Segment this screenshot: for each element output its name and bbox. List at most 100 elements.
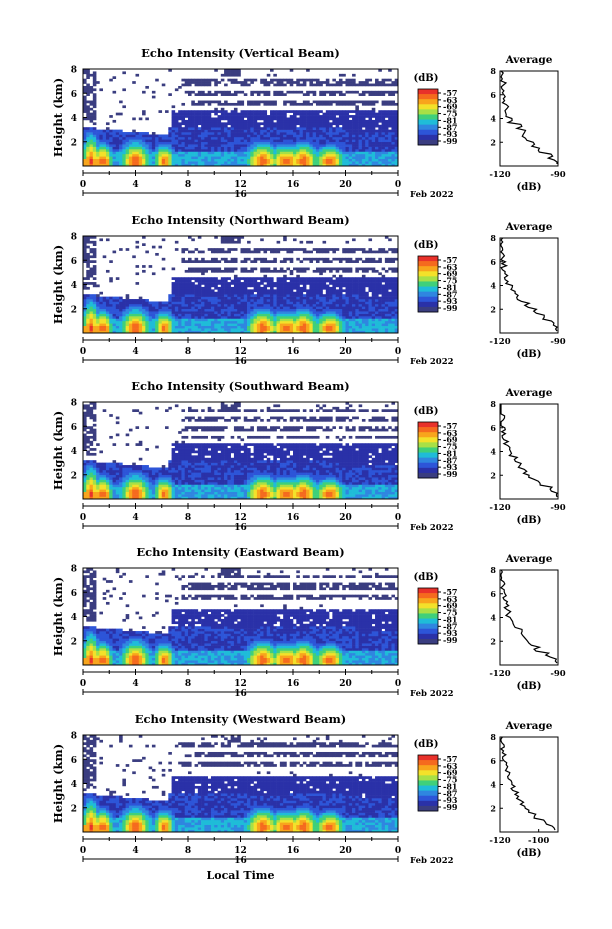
heatmap-cell <box>345 313 350 317</box>
heatmap-cell <box>224 146 228 150</box>
heatmap-cell <box>348 132 353 135</box>
heatmap-cell <box>325 267 330 271</box>
heatmap-cell <box>184 158 189 162</box>
heatmap-cell <box>188 303 192 307</box>
heatmap-cell <box>174 320 179 324</box>
heatmap-cell <box>355 115 359 118</box>
average-profile-line <box>500 70 558 164</box>
heatmap-cell <box>92 129 97 133</box>
heatmap-cell <box>83 132 87 135</box>
heatmap-cell <box>279 134 284 138</box>
heatmap-cell <box>89 260 94 263</box>
panel-1: Echo Intensity (Vertical Beam)2468Height… <box>51 46 566 200</box>
heatmap-cell <box>270 156 274 160</box>
heatmap-cell <box>89 282 94 285</box>
heatmap-cell <box>355 320 359 324</box>
heatmap-cell <box>227 132 231 135</box>
heatmap-cell <box>188 146 192 150</box>
heatmap-cell <box>250 291 254 295</box>
heatmap-cell <box>125 330 130 334</box>
heatmap-cell <box>315 279 320 283</box>
heatmap-cell <box>368 161 373 164</box>
heatmap-cell <box>368 248 373 251</box>
heatmap-cell <box>128 146 133 150</box>
heatmap-cell <box>171 146 176 150</box>
heatmap-cell <box>371 139 376 143</box>
heatmap-cell <box>83 161 87 164</box>
heatmap-cell <box>227 119 231 123</box>
heatmap-cell <box>158 330 163 334</box>
heatmap-cell <box>122 325 126 329</box>
heatmap-cell <box>207 158 212 162</box>
heatmap-cell <box>296 308 300 312</box>
heatmap-cell <box>368 124 373 128</box>
heatmap-cell <box>319 279 323 283</box>
heatmap-cell <box>296 313 300 317</box>
heatmap-cell <box>194 296 199 300</box>
heatmap-cell <box>289 303 294 307</box>
heatmap-cell <box>188 277 192 280</box>
heatmap-cell <box>368 134 373 138</box>
heatmap-cell <box>86 100 90 104</box>
heatmap-cell <box>135 240 140 244</box>
heatmap-cell <box>105 127 110 130</box>
heatmap-cell <box>161 320 166 324</box>
heatmap-cell <box>296 129 300 133</box>
heatmap-cell <box>191 163 195 167</box>
heatmap-cell <box>325 294 330 297</box>
heatmap-cell <box>342 301 346 305</box>
heatmap-cell <box>217 248 222 251</box>
heatmap-cell <box>335 90 340 94</box>
heatmap-cell <box>92 318 97 322</box>
heatmap-cell <box>197 286 202 290</box>
heatmap-cell <box>158 323 163 327</box>
heatmap-cell <box>394 286 399 290</box>
heatmap-cell <box>96 325 100 329</box>
heatmap-cell <box>283 299 287 302</box>
heatmap-cell <box>109 151 113 155</box>
heatmap-cell <box>243 318 248 322</box>
heatmap-cell <box>375 136 379 140</box>
heatmap-cell <box>358 149 363 152</box>
heatmap-cell <box>381 296 386 300</box>
heatmap-cell <box>148 323 153 327</box>
heatmap-cell <box>217 296 222 300</box>
heatmap-cell <box>237 240 241 244</box>
heatmap-cell <box>279 286 284 290</box>
heatmap-cell <box>293 286 297 290</box>
heatmap-cell <box>83 296 87 300</box>
heatmap-cell <box>220 282 225 285</box>
heatmap-cell <box>322 139 327 143</box>
heatmap-cell <box>115 134 120 138</box>
heatmap-cell <box>273 308 277 312</box>
heatmap-cell <box>381 153 386 157</box>
heatmap-cell <box>243 163 248 167</box>
heatmap-cell <box>329 122 333 126</box>
heatmap-cell <box>191 325 195 329</box>
heatmap-cell <box>188 306 192 310</box>
heatmap-cell <box>83 316 87 319</box>
heatmap-cell <box>358 284 363 288</box>
heatmap-cell <box>181 284 186 288</box>
heatmap-cell <box>210 257 215 261</box>
heatmap-cell <box>243 328 248 331</box>
heatmap-cell <box>204 313 208 317</box>
heatmap-cell <box>253 102 258 106</box>
heatmap-cell <box>181 122 186 126</box>
heatmap-cell <box>201 110 205 113</box>
heatmap-cell <box>92 98 97 101</box>
heatmap-cell <box>214 100 218 104</box>
heatmap-cell <box>260 306 264 310</box>
heatmap-cell <box>96 294 100 297</box>
heatmap-cell <box>332 153 336 157</box>
heatmap-cell <box>201 119 205 123</box>
heatmap-cell <box>233 299 238 302</box>
heatmap-cell <box>191 294 195 297</box>
heatmap-cell <box>214 124 218 128</box>
heatmap-cell <box>224 313 228 317</box>
heatmap-cell <box>86 472 90 476</box>
heatmap-cell <box>358 144 363 147</box>
heatmap-cell <box>358 303 363 307</box>
heatmap-cell <box>253 328 258 331</box>
heatmap-cell <box>201 260 205 263</box>
